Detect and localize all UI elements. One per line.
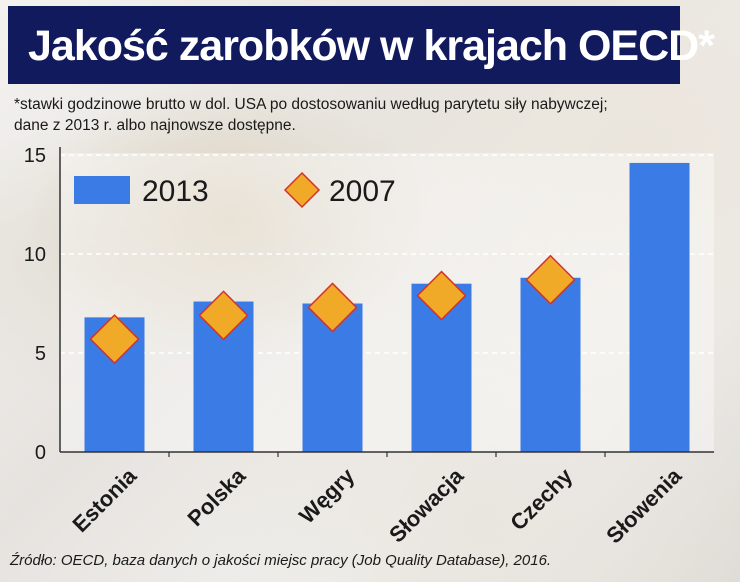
x-tick-label: Estonia — [67, 463, 141, 537]
y-tick-label: 10 — [24, 244, 46, 266]
diamond-2007 — [198, 290, 249, 341]
subtitle: *stawki godzinowe brutto w dol. USA po d… — [14, 94, 734, 136]
grid-lines — [60, 154, 714, 354]
legend-label-2007: 2007 — [329, 175, 396, 208]
title-bar: Jakość zarobków w krajach OECD* — [8, 6, 715, 84]
diamond-2007 — [89, 314, 140, 365]
subtitle-line-1: *stawki godzinowe brutto w dol. USA po d… — [14, 96, 608, 113]
x-tick-label: Polska — [183, 463, 251, 531]
x-tick-label: Słowenia — [601, 463, 687, 549]
y-tick-label: 5 — [35, 343, 46, 365]
y-tick-label: 0 — [35, 442, 46, 464]
diamond-2007 — [416, 270, 467, 321]
diamond-2007 — [307, 282, 358, 333]
plot-background — [60, 153, 714, 452]
plot-area — [60, 153, 714, 452]
x-tick-label: Słowacja — [384, 463, 469, 548]
legend: 2013 2007 — [74, 171, 396, 209]
diamond-2007 — [525, 254, 576, 305]
legend-swatch-2013 — [74, 176, 130, 204]
source-note: Źródło: OECD, baza danych o jakości miej… — [10, 552, 552, 569]
y-tick-label: 15 — [24, 145, 46, 167]
subtitle-line-2: dane z 2013 r. albo najnowsze dostępne. — [14, 117, 296, 134]
x-tick-label: Węgry — [294, 463, 360, 529]
x-tick-label: Czechy — [505, 463, 578, 536]
bar-2013 — [520, 277, 581, 452]
legend-label-2013: 2013 — [142, 175, 209, 208]
diamond-markers — [89, 254, 576, 365]
bar-2013 — [629, 162, 690, 453]
chart-title: Jakość zarobków w krajach OECD* — [28, 22, 715, 70]
bars — [84, 162, 690, 453]
legend-swatch-2007 — [283, 171, 321, 209]
